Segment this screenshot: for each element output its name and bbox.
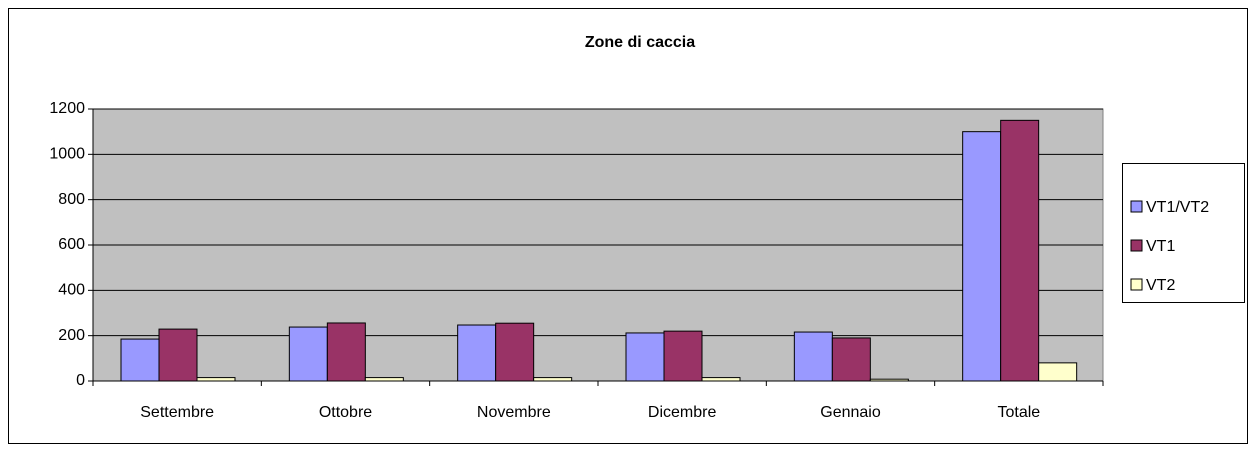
x-tick-label: Ottobre	[319, 404, 372, 421]
y-tick-label: 200	[58, 327, 85, 344]
bar	[962, 131, 1002, 382]
legend-swatch	[1130, 200, 1143, 213]
bar	[196, 377, 236, 382]
bar	[793, 331, 833, 382]
bar	[625, 332, 665, 382]
x-tick-label: Gennaio	[820, 404, 881, 421]
y-tick-label: 1200	[49, 100, 85, 117]
x-tick-label: Dicembre	[648, 404, 717, 421]
bar	[831, 337, 871, 382]
bar	[120, 338, 160, 382]
bar	[457, 324, 497, 382]
bar	[869, 378, 909, 382]
y-tick-label: 0	[76, 372, 85, 389]
y-tick-label: 600	[58, 236, 85, 253]
x-tick-label: Novembre	[477, 404, 551, 421]
bar	[1000, 119, 1040, 382]
x-tick-label: Settembre	[140, 404, 214, 421]
bar	[158, 328, 198, 382]
bar	[495, 322, 535, 382]
legend-swatch	[1130, 239, 1143, 252]
bar	[663, 330, 703, 382]
y-tick-label: 1000	[49, 146, 85, 163]
bar	[288, 326, 328, 382]
legend-label: VT2	[1146, 277, 1175, 294]
y-tick-label: 800	[58, 191, 85, 208]
y-tick-label: 400	[58, 282, 85, 299]
bar	[701, 377, 741, 382]
legend-label: VT1/VT2	[1146, 199, 1209, 216]
legend	[1122, 163, 1245, 303]
chart-title: Zone di caccia	[585, 34, 695, 51]
legend-swatch	[1130, 278, 1143, 291]
legend-label: VT1	[1146, 238, 1175, 255]
bar	[533, 377, 573, 382]
x-tick-label: Totale	[997, 404, 1040, 421]
bar	[364, 377, 404, 382]
bar	[1038, 362, 1078, 382]
bar	[326, 322, 366, 382]
